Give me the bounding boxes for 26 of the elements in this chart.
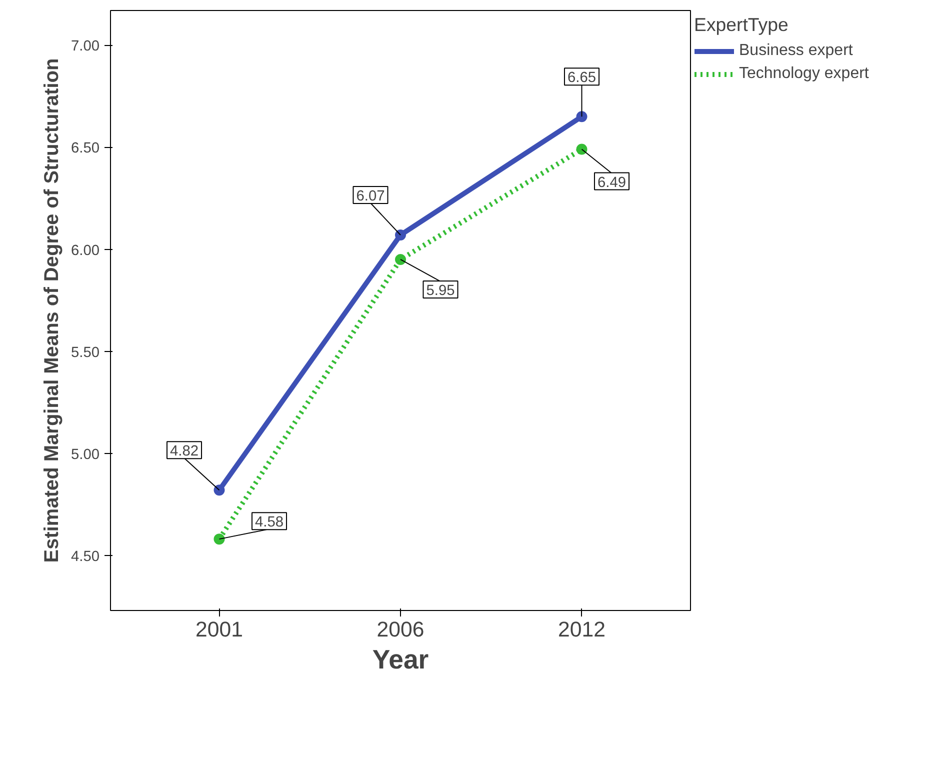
point: [576, 144, 588, 155]
point: [395, 230, 406, 240]
y-tick-label: 7.00: [70, 38, 100, 55]
point: [214, 534, 225, 545]
x-tick-label: 2012: [558, 618, 606, 642]
data-label: 4.82: [170, 444, 199, 460]
legend-title: ExpertType: [694, 14, 790, 36]
y-tick-label: 5.50: [70, 344, 100, 361]
y-tick-label: 5.00: [70, 446, 100, 463]
x-tick-label: 2001: [196, 618, 243, 642]
y-axis-title: Estimated Marginal Means of Degree of Structuration: [40, 58, 63, 563]
point: [395, 254, 406, 265]
data-label: 5.95: [426, 282, 455, 299]
point: [576, 111, 588, 122]
legend-label: Business expert: [739, 42, 853, 60]
legend-label: Technology expert: [739, 65, 869, 83]
x-tick-label: 2006: [376, 618, 424, 642]
data-label: 6.65: [567, 70, 596, 86]
y-tick-label: 4.50: [70, 548, 100, 565]
y-tick-label: 6.00: [70, 242, 100, 259]
point: [214, 484, 225, 496]
data-label: 6.07: [356, 188, 385, 204]
y-tick-label: 6.50: [70, 140, 100, 157]
data-label: 6.49: [597, 174, 626, 191]
data-label: 4.58: [254, 514, 284, 531]
x-axis-title: Year: [372, 644, 429, 674]
